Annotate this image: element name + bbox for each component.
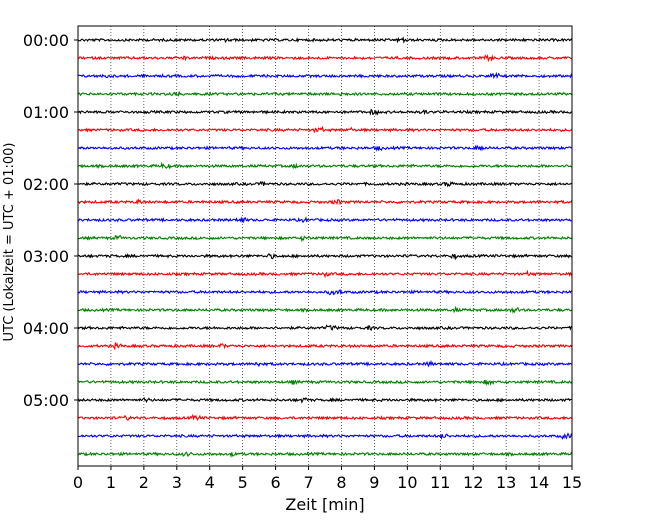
x-axis-ticks: 0 1 2 3 4 5 6 7 8 9 10 11 12 13 14 15 xyxy=(73,466,582,492)
x-tick-label-5: 5 xyxy=(238,473,248,492)
x-tick-label-8: 8 xyxy=(336,473,346,492)
trace-0300 xyxy=(77,252,573,261)
trace-0215 xyxy=(77,198,573,206)
trace-0345 xyxy=(77,305,573,315)
x-tick-label-14: 14 xyxy=(529,473,549,492)
trace-0245 xyxy=(77,234,573,243)
x-tick-label-15: 15 xyxy=(562,473,582,492)
x-tick-label-9: 9 xyxy=(369,473,379,492)
trace-0145 xyxy=(77,161,573,170)
y-axis-ticks: 00:00 01:00 02:00 03:00 04:00 05:00 xyxy=(23,31,78,410)
y-tick-label-0300: 03:00 xyxy=(23,247,69,266)
x-tick-label-0: 0 xyxy=(73,473,83,492)
vertical-grid xyxy=(110,26,540,466)
trace-0530 xyxy=(77,432,573,440)
x-tick-label-10: 10 xyxy=(397,473,417,492)
trace-0230 xyxy=(77,215,573,224)
x-tick-label-12: 12 xyxy=(463,473,483,492)
y-axis-label: UTC (Lokalzeit = UTC + 01:00) xyxy=(2,143,17,342)
x-tick-label-7: 7 xyxy=(303,473,313,492)
trace-0200 xyxy=(77,180,573,188)
trace-0030 xyxy=(77,71,573,80)
plot-frame xyxy=(77,25,573,467)
trace-0330 xyxy=(77,289,573,296)
y-tick-label-0100: 01:00 xyxy=(23,103,69,122)
trace-0100 xyxy=(77,108,573,116)
trace-0000 xyxy=(77,36,573,44)
trace-0515 xyxy=(77,413,573,421)
trace-0045 xyxy=(77,91,573,97)
seismic-traces xyxy=(77,36,573,459)
trace-0445 xyxy=(77,379,573,387)
trace-0500 xyxy=(77,396,573,404)
y-tick-label-0000: 00:00 xyxy=(23,31,69,50)
trace-0415 xyxy=(78,341,573,351)
trace-0400 xyxy=(77,324,573,331)
x-tick-label-13: 13 xyxy=(496,473,516,492)
x-tick-label-1: 1 xyxy=(106,473,116,492)
x-tick-label-2: 2 xyxy=(139,473,149,492)
trace-0545 xyxy=(77,451,573,459)
trace-0015 xyxy=(77,53,573,63)
trace-0315 xyxy=(77,269,573,279)
y-tick-label-0500: 05:00 xyxy=(23,391,69,410)
x-tick-label-6: 6 xyxy=(271,473,281,492)
trace-0130 xyxy=(77,144,573,152)
trace-0115 xyxy=(77,125,573,134)
x-tick-label-3: 3 xyxy=(172,473,182,492)
trace-0430 xyxy=(77,359,573,368)
y-tick-label-0200: 02:00 xyxy=(23,175,69,194)
x-axis-label: Zeit [min] xyxy=(285,495,364,514)
y-tick-label-0400: 04:00 xyxy=(23,319,69,338)
x-tick-label-4: 4 xyxy=(205,473,215,492)
x-tick-label-11: 11 xyxy=(430,473,450,492)
